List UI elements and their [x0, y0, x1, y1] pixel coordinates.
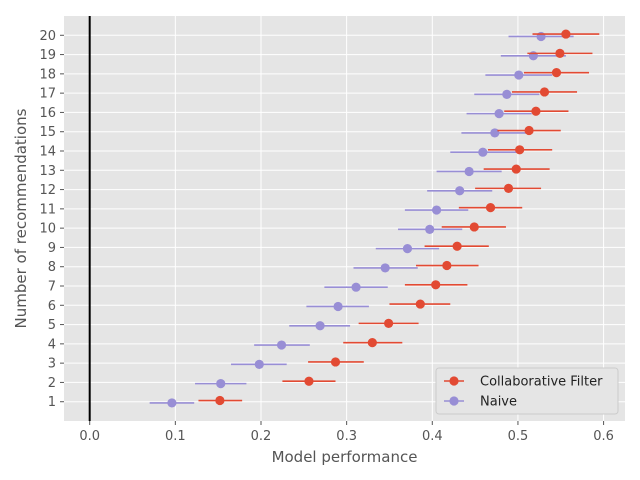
legend-marker-collaborative-filter: [449, 376, 459, 386]
point-naive: [502, 89, 512, 99]
x-tick-label: 0.2: [251, 429, 272, 444]
x-tick-label: 0.3: [336, 429, 357, 444]
y-tick-label: 9: [48, 241, 56, 256]
point-naive: [490, 128, 500, 138]
point-naive: [254, 359, 264, 369]
point-naive: [425, 224, 435, 234]
point-naive: [494, 109, 504, 119]
point-collaborative-filter: [469, 222, 479, 232]
point-naive: [514, 70, 524, 80]
point-naive: [402, 244, 413, 254]
data-marks: [149, 29, 600, 408]
tick-labels: 0.0 0.1 0.2 0.3 0.4 0.5 0.61234567891011121314…: [39, 29, 613, 444]
legend-marker-naive: [449, 396, 459, 406]
y-axis-label: Number of recommendations: [12, 108, 30, 328]
point-collaborative-filter: [384, 318, 394, 328]
y-tick-label: 15: [39, 125, 56, 140]
point-naive: [478, 147, 488, 157]
point-collaborative-filter: [531, 106, 541, 116]
point-collaborative-filter: [524, 125, 534, 136]
point-naive: [536, 31, 546, 42]
point-collaborative-filter: [442, 260, 452, 271]
point-collaborative-filter: [367, 338, 377, 348]
y-tick-label: 6: [48, 299, 56, 314]
point-collaborative-filter: [515, 145, 525, 155]
point-naive: [333, 301, 343, 312]
plot-area: [64, 16, 625, 421]
point-naive: [380, 263, 390, 273]
x-tick-label: 0.4: [422, 429, 443, 444]
point-collaborative-filter: [485, 203, 496, 213]
y-tick-label: 13: [39, 164, 56, 179]
y-tick-label: 2: [48, 376, 56, 391]
point-collaborative-filter: [539, 87, 550, 97]
point-naive: [276, 340, 287, 350]
x-axis-label: Model performance: [272, 448, 418, 466]
legend-label-naive: Naive: [480, 395, 517, 410]
y-tick-label: 11: [39, 202, 56, 217]
y-tick-label: 19: [39, 48, 56, 63]
y-tick-label: 14: [39, 145, 56, 160]
point-naive: [167, 398, 177, 408]
legend: Collaborative Filter Naive: [435, 367, 619, 415]
point-collaborative-filter: [415, 299, 425, 309]
x-tick-label: 0.1: [165, 429, 186, 444]
y-tick-label: 3: [48, 357, 56, 372]
point-naive: [431, 205, 442, 215]
x-tick-label: 0.6: [593, 429, 614, 444]
point-collaborative-filter: [511, 164, 521, 174]
x-tick-label: 0.5: [508, 429, 529, 444]
point-naive: [455, 186, 465, 196]
legend-box: [435, 367, 619, 415]
point-collaborative-filter: [215, 395, 225, 406]
y-tick-label: 1: [48, 395, 56, 410]
point-collaborative-filter: [431, 280, 441, 290]
point-naive: [528, 51, 538, 61]
point-naive: [216, 379, 226, 389]
point-collaborative-filter: [561, 29, 571, 39]
point-collaborative-filter: [551, 68, 562, 78]
y-tick-label: 17: [39, 87, 56, 102]
y-tick-label: 5: [48, 318, 56, 333]
point-collaborative-filter: [555, 48, 565, 58]
point-collaborative-filter: [304, 376, 314, 386]
legend-label-collaborative-filter: Collaborative Filter: [480, 375, 603, 390]
y-tick-label: 16: [39, 106, 56, 121]
y-tick-label: 8: [48, 260, 56, 275]
point-collaborative-filter: [503, 183, 514, 193]
x-tick-label: 0.0: [79, 429, 100, 444]
y-tick-label: 4: [48, 337, 56, 352]
point-naive: [315, 321, 325, 331]
y-tick-label: 18: [39, 67, 56, 82]
tick-marks: [60, 34, 605, 425]
y-tick-label: 12: [39, 183, 56, 198]
point-collaborative-filter: [330, 357, 341, 367]
y-tick-label: 10: [39, 222, 56, 237]
y-tick-label: 20: [39, 29, 56, 44]
y-tick-label: 7: [48, 280, 56, 295]
point-naive: [351, 282, 361, 292]
point-naive: [464, 166, 474, 177]
point-collaborative-filter: [452, 241, 462, 251]
